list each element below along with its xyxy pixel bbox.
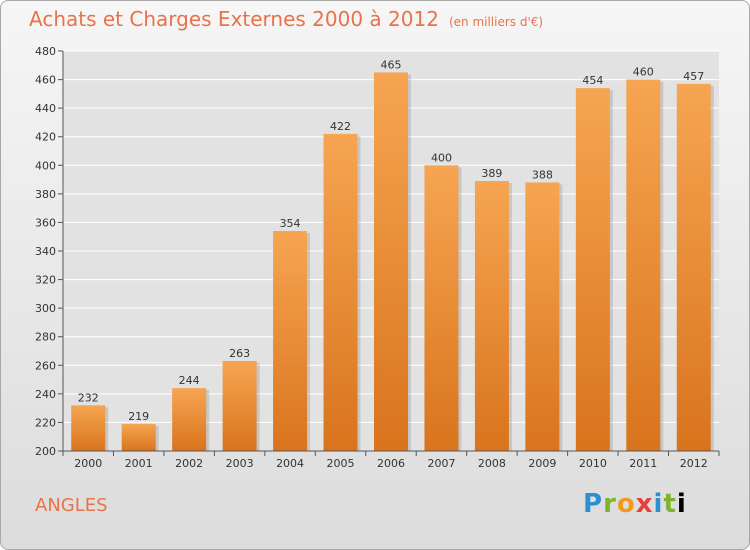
bar-2005	[323, 133, 358, 451]
x-tick-label: 2012	[680, 457, 708, 470]
y-axis: 200 220 240 260 280 300 320 340 360 380 400 420 440 4…	[35, 45, 64, 458]
chart-title: Achats et Charges Externes 2000 à 2012 (e…	[29, 7, 543, 31]
y-tick-label: 320	[35, 274, 56, 287]
bars	[71, 72, 714, 452]
x-tick-label: 2000	[74, 457, 102, 470]
data-label-2012: 457	[683, 70, 704, 83]
data-label-2004: 354	[280, 217, 301, 230]
logo-letter: t	[663, 489, 677, 519]
y-tick-label: 400	[35, 159, 56, 172]
y-tick-label: 460	[35, 74, 56, 87]
chart-unit: (en milliers d'€)	[448, 15, 544, 29]
x-tick-label: 2003	[226, 457, 254, 470]
x-tick-label: 2004	[276, 457, 304, 470]
data-label-2003: 263	[229, 347, 250, 360]
logo-letter: i	[653, 489, 664, 519]
proxiti-logo[interactable]: Proxiti	[583, 489, 687, 519]
data-label-2002: 244	[179, 374, 200, 387]
x-tick-label: 2005	[327, 457, 355, 470]
x-tick-label: 2011	[629, 457, 657, 470]
y-tick-label: 420	[35, 131, 56, 144]
x-tick-label: 2007	[427, 457, 455, 470]
bar-2003	[222, 361, 257, 451]
bar-2006	[374, 72, 408, 451]
x-tick-label: 2002	[175, 457, 203, 470]
data-label-2006: 465	[381, 58, 402, 71]
bar-2002	[172, 388, 207, 451]
y-tick-label: 480	[35, 45, 56, 58]
logo-letter: i	[676, 489, 687, 519]
y-tick-label: 340	[35, 245, 56, 258]
y-tick-label: 280	[35, 331, 56, 344]
y-tick-label: 300	[35, 302, 56, 315]
y-tick-label: 440	[35, 102, 56, 115]
bar-2004	[273, 231, 308, 451]
logo-letter: P	[583, 489, 604, 519]
data-label-2001: 219	[128, 410, 149, 423]
x-tick-label: 2008	[478, 457, 506, 470]
x-tick-label: 2010	[579, 457, 607, 470]
commune-name: ANGLES	[35, 495, 108, 516]
bar-2008	[474, 181, 509, 451]
y-tick-label: 360	[35, 216, 56, 229]
y-tick-label: 200	[35, 445, 56, 458]
x-tick-label: 2001	[125, 457, 153, 470]
x-tick-label: 2009	[528, 457, 556, 470]
data-label-2008: 389	[481, 167, 502, 180]
x-axis: 2000 2001 2002 2003 2004 2005 2006 2007 2008 2009…	[62, 450, 720, 470]
y-tick-label: 240	[35, 388, 56, 401]
data-labels: 232 219 244 263 354 422 465 400 389 388 454 460 457	[78, 58, 705, 422]
bar-2000	[71, 405, 106, 451]
data-label-2000: 232	[78, 391, 99, 404]
logo-letter: o	[616, 489, 636, 519]
bar-2010	[575, 88, 610, 452]
y-tick-label: 260	[35, 359, 56, 372]
bar-2012	[676, 83, 711, 451]
bar-2001	[121, 423, 156, 451]
bar-2011	[626, 79, 661, 452]
logo-letter: r	[603, 489, 617, 519]
bar-2007	[424, 165, 459, 452]
chart-title-text: Achats et Charges Externes 2000 à 2012	[29, 7, 439, 31]
y-tick-label: 380	[35, 188, 56, 201]
logo-letter: x	[635, 489, 654, 519]
data-label-2007: 400	[431, 151, 452, 164]
x-tick-label: 2006	[377, 457, 405, 470]
data-label-2011: 460	[633, 66, 654, 79]
y-tick-label: 220	[35, 416, 56, 429]
bar-2009	[525, 182, 560, 451]
data-label-2009: 388	[532, 168, 553, 181]
data-label-2005: 422	[330, 120, 351, 133]
data-label-2010: 454	[582, 74, 603, 87]
